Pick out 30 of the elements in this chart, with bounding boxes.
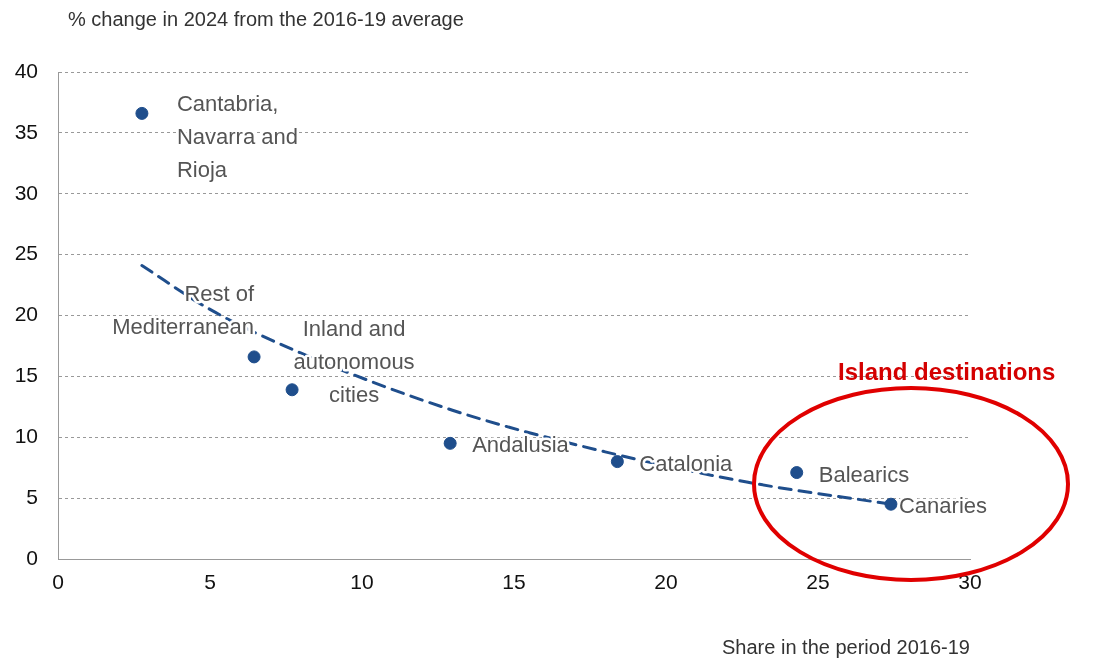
point [790,466,804,480]
y-tick-label: 10 [14,424,38,448]
y-tick-label: 25 [14,241,38,265]
x-tick-label: 25 [806,570,830,594]
y-tick-label: 20 [14,302,38,326]
x-tick-label: 30 [958,570,982,594]
x-tick-label: 20 [654,570,678,594]
annotation: Island destinations [838,357,1056,385]
y-tick-label: 40 [14,58,38,82]
x-tick-label: 0 [52,570,64,594]
point [247,350,261,364]
y-tick-label: 15 [14,363,38,387]
y-tick-label: 35 [14,119,38,143]
x-tick-label: 10 [350,570,374,594]
y-tick-label: 0 [26,545,38,569]
y-axis-title: % change in 2024 from the 2016-19 average [68,8,464,31]
annotation: Canaries [898,493,988,519]
y-tick-label: 5 [26,484,38,508]
point [135,106,149,120]
annotation: Andalusia [472,432,570,458]
annotation: Cantabria, Navarra and Rioja [176,91,298,183]
point [610,455,624,469]
x-axis-title: Share in the period 2016-19 [722,636,970,659]
x-tick-label: 5 [204,570,216,594]
x-tick-label: 15 [502,570,526,594]
annotation: Balearics [818,461,910,487]
y-tick-label: 30 [14,180,38,204]
point [443,436,457,450]
point [884,497,898,511]
point [285,383,299,397]
